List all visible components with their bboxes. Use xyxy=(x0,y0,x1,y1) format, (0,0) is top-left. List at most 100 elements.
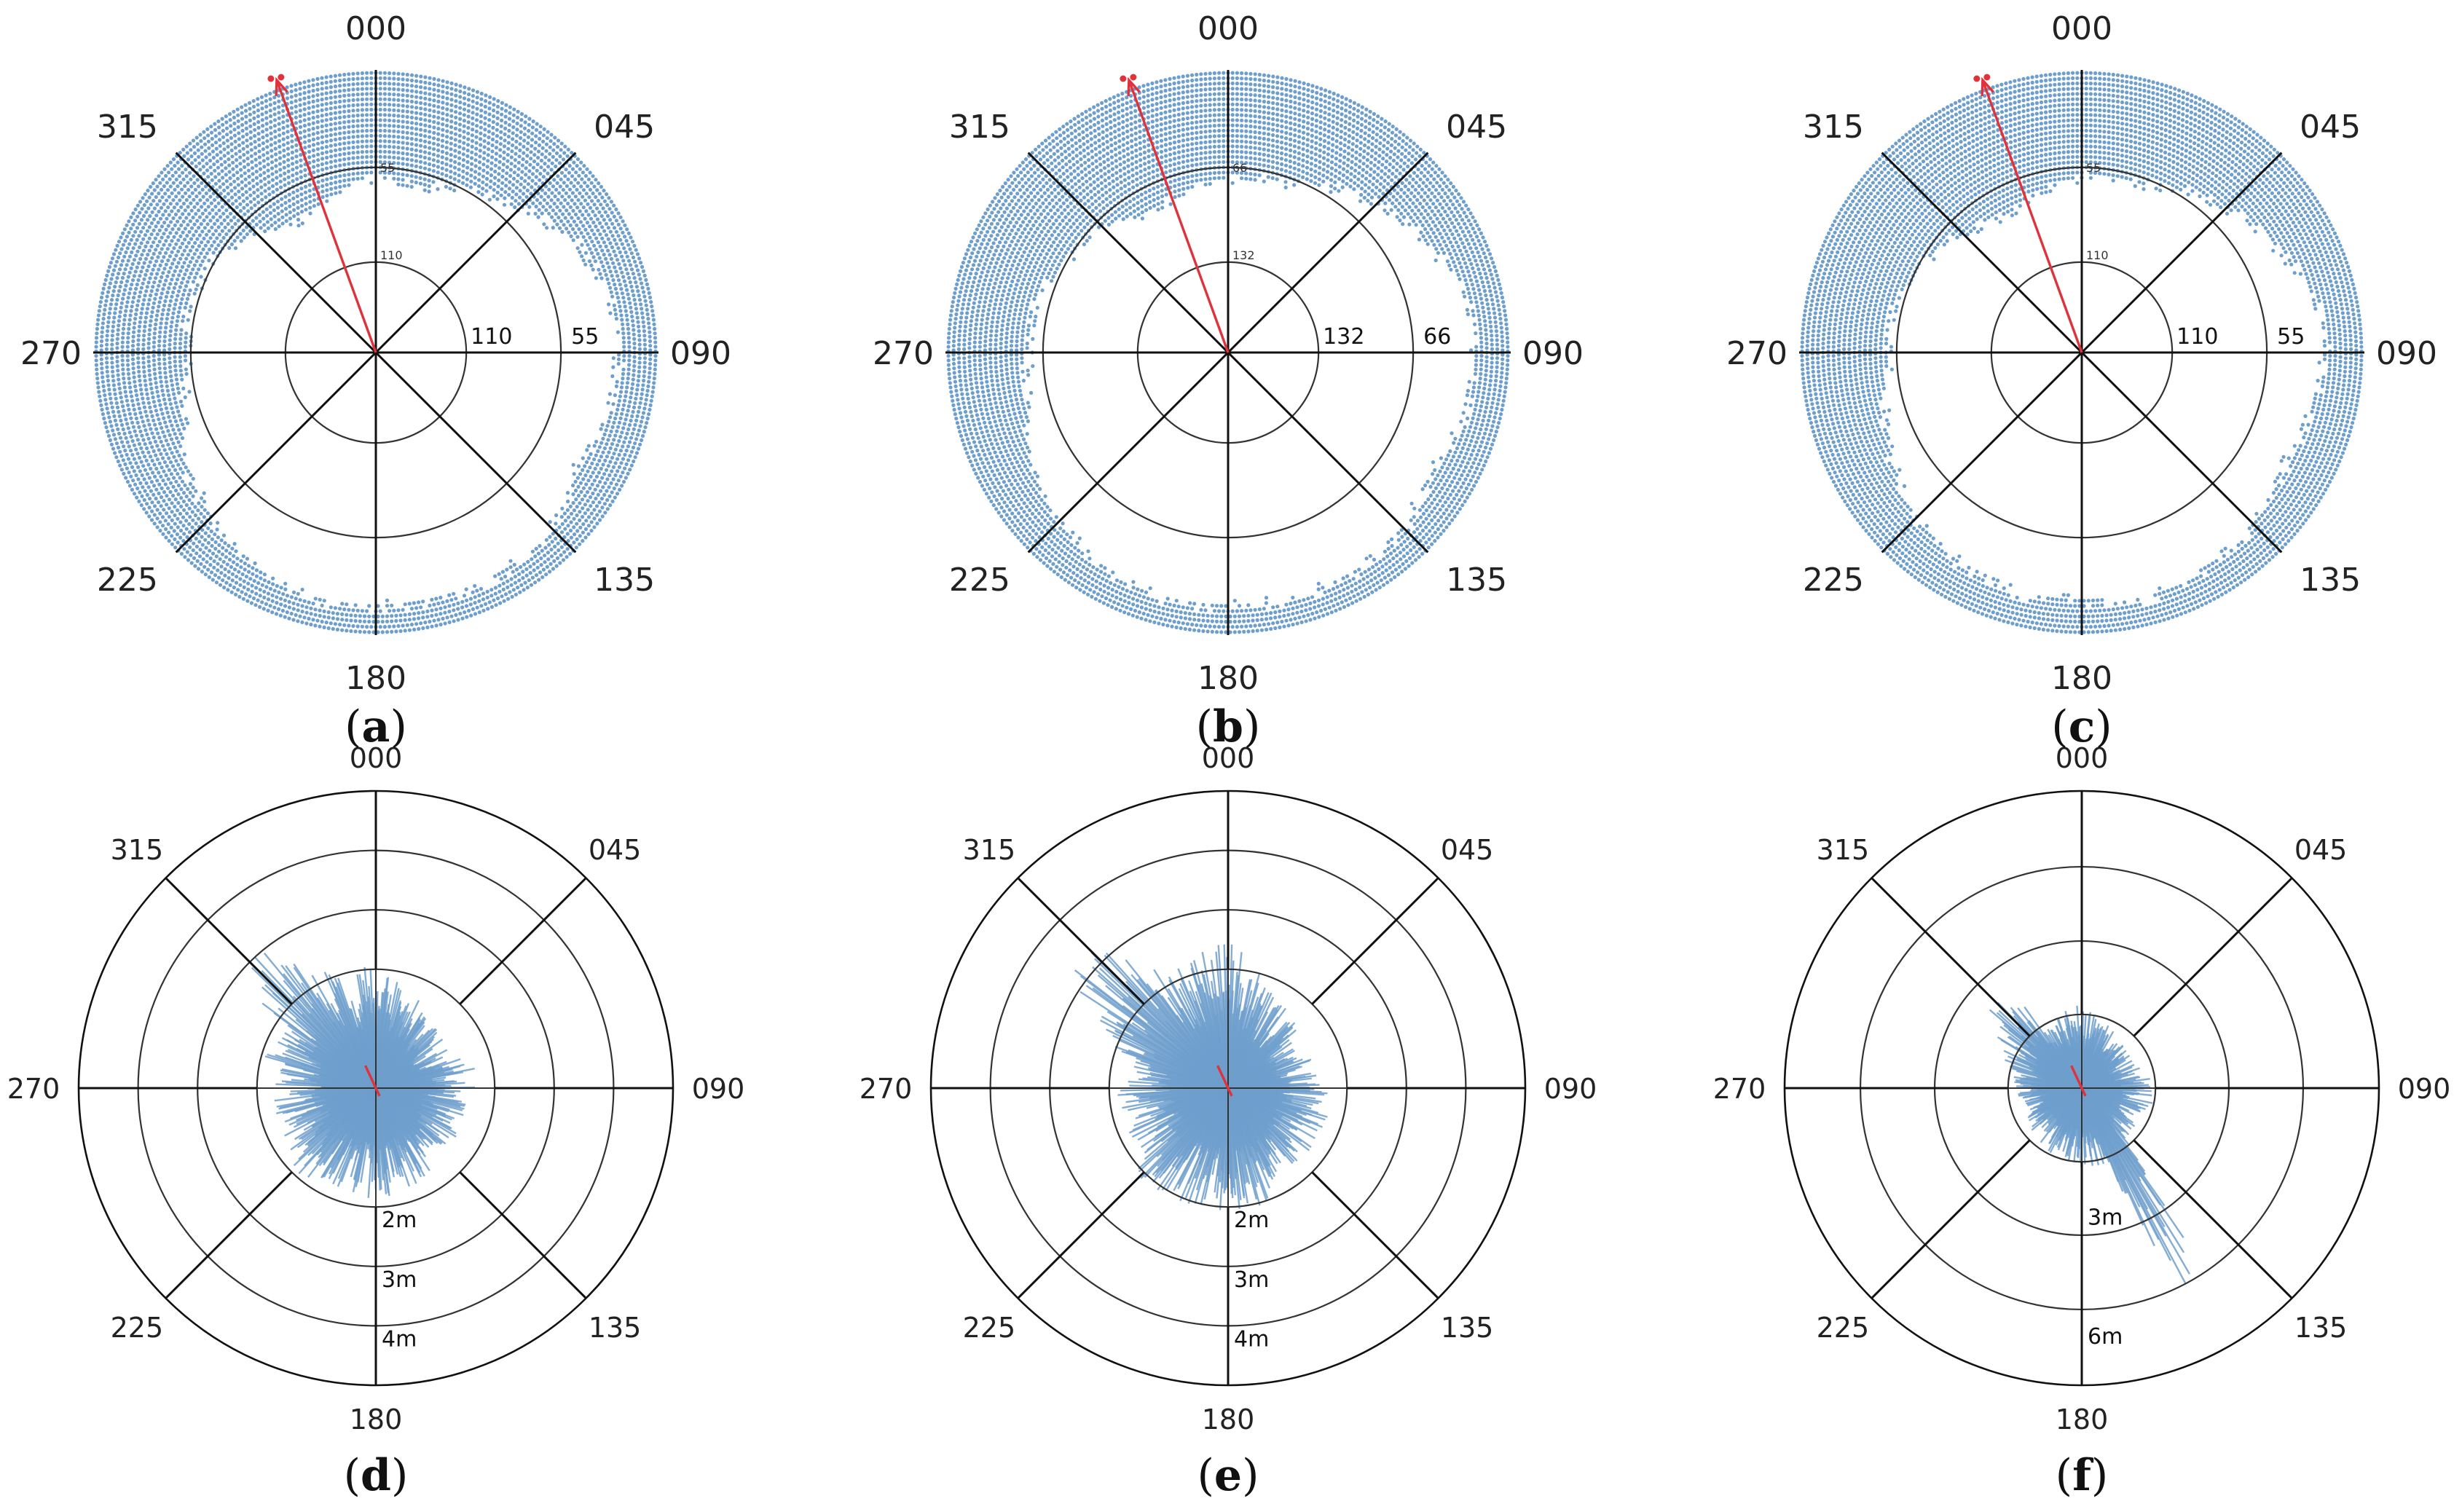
data-point xyxy=(162,267,167,271)
data-point xyxy=(164,326,168,330)
data-point xyxy=(607,265,611,269)
data-point xyxy=(111,433,117,437)
data-point xyxy=(150,256,154,260)
data-point xyxy=(376,604,380,608)
data-point xyxy=(1251,629,1255,634)
data-point xyxy=(197,255,201,259)
data-point xyxy=(648,295,653,300)
data-point xyxy=(109,298,114,302)
data-point xyxy=(487,135,491,140)
data-point xyxy=(534,127,539,132)
data-point xyxy=(129,237,133,242)
data-point xyxy=(202,508,207,512)
data-point xyxy=(227,576,231,580)
data-point xyxy=(312,192,316,197)
data-point xyxy=(612,303,616,307)
data-point xyxy=(1246,629,1251,634)
data-point xyxy=(554,212,558,216)
data-point xyxy=(479,125,483,130)
data-point xyxy=(539,194,543,199)
data-point xyxy=(144,387,149,392)
data-point xyxy=(117,288,122,294)
data-point xyxy=(141,401,146,405)
data-point xyxy=(292,208,296,212)
data-point xyxy=(621,479,626,484)
data-point xyxy=(471,607,476,612)
data-point xyxy=(245,132,249,136)
data-point xyxy=(325,155,329,160)
data-point xyxy=(959,264,964,269)
data-point xyxy=(645,312,650,317)
data-point xyxy=(334,186,338,190)
data-point xyxy=(443,610,447,615)
data-point xyxy=(618,416,623,420)
data-point xyxy=(135,438,140,442)
data-point xyxy=(1325,612,1330,616)
data-point xyxy=(168,489,173,495)
data-point xyxy=(496,99,500,103)
data-point xyxy=(619,385,624,390)
data-point xyxy=(133,321,137,326)
data-point xyxy=(636,289,640,294)
data-point xyxy=(218,215,223,219)
data-point xyxy=(506,585,510,590)
data-point xyxy=(129,435,133,439)
data-point xyxy=(1393,133,1398,138)
data-point xyxy=(194,544,199,549)
data-point xyxy=(215,153,219,157)
data-point xyxy=(568,551,573,556)
data-point xyxy=(127,326,131,331)
data-point xyxy=(1498,388,1502,393)
data-point xyxy=(645,282,650,286)
data-point xyxy=(530,575,535,580)
data-point xyxy=(211,215,216,219)
data-point xyxy=(228,583,232,588)
data-point xyxy=(250,583,254,588)
data-point xyxy=(154,313,160,318)
data-point xyxy=(612,420,616,425)
data-point xyxy=(419,106,423,111)
data-point xyxy=(428,130,432,134)
data-point xyxy=(554,536,558,541)
data-point xyxy=(428,98,432,102)
data-point xyxy=(200,151,204,156)
data-point xyxy=(221,129,225,133)
data-point xyxy=(264,602,268,607)
data-point xyxy=(497,572,501,576)
data-point xyxy=(589,181,594,185)
data-point xyxy=(401,623,405,628)
data-point xyxy=(628,454,632,458)
data-point xyxy=(539,563,543,567)
data-point xyxy=(171,181,176,185)
data-point xyxy=(423,161,428,165)
data-point xyxy=(299,192,304,197)
data-point xyxy=(976,476,980,480)
data-point xyxy=(495,104,500,109)
data-point xyxy=(236,218,240,223)
data-point xyxy=(132,326,136,330)
data-point xyxy=(256,188,260,192)
data-point xyxy=(483,116,487,120)
data-point xyxy=(625,381,630,385)
data-point xyxy=(401,87,405,92)
data-point xyxy=(171,157,176,162)
data-point xyxy=(266,157,270,161)
data-point xyxy=(281,592,286,596)
data-point xyxy=(466,137,471,141)
data-point xyxy=(502,599,506,603)
data-point xyxy=(184,503,189,508)
data-point xyxy=(171,493,176,498)
data-point xyxy=(626,322,630,326)
data-point xyxy=(427,178,431,183)
data-point xyxy=(205,168,210,173)
data-point xyxy=(313,596,318,601)
data-point xyxy=(169,374,173,379)
data-point xyxy=(629,391,634,395)
data-point xyxy=(291,190,296,194)
data-point xyxy=(421,599,425,604)
data-point xyxy=(142,202,146,208)
data-point xyxy=(1471,215,1475,219)
data-point xyxy=(629,449,634,454)
data-point xyxy=(637,347,642,351)
data-point xyxy=(553,544,557,549)
